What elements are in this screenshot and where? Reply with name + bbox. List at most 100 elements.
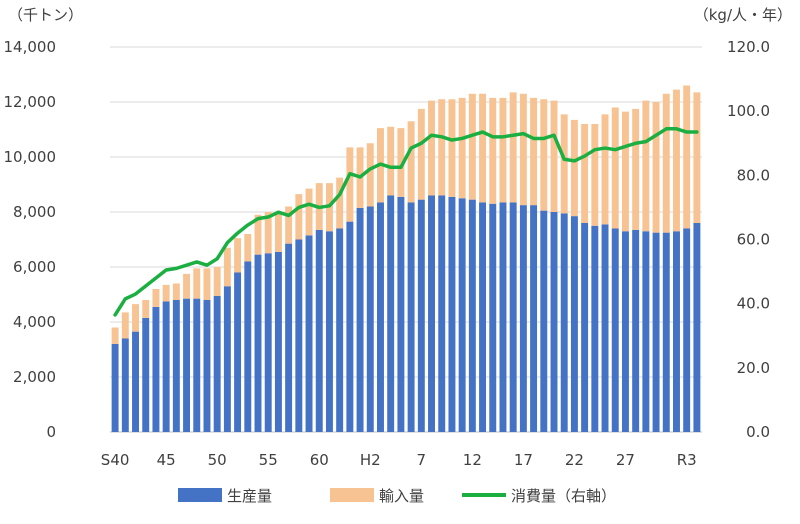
production-bar xyxy=(479,202,487,432)
x-tick-label: 7 xyxy=(417,451,427,469)
import-bar xyxy=(642,100,650,232)
production-bar xyxy=(132,331,139,432)
import-bar xyxy=(468,93,476,200)
x-tick-label: 17 xyxy=(514,451,533,469)
production-bar xyxy=(519,205,527,432)
production-bar xyxy=(662,232,670,432)
x-tick-label: 60 xyxy=(310,451,329,469)
y-right-tick-label: 20.0 xyxy=(737,359,770,377)
legend: 生産量 輸入量 消費量（右軸） xyxy=(178,487,616,505)
y-right-tick-label: 40.0 xyxy=(737,295,770,313)
production-bar xyxy=(458,198,466,432)
y-left-tick-label: 0 xyxy=(46,423,56,441)
x-tick-label: 55 xyxy=(259,451,278,469)
production-bar xyxy=(611,228,619,432)
production-bar xyxy=(683,228,691,432)
production-bar xyxy=(254,254,262,432)
production-bar xyxy=(152,306,160,432)
x-tick-label: 50 xyxy=(208,451,227,469)
bar-series xyxy=(111,85,701,432)
y-left-tick-label: 4,000 xyxy=(13,313,56,331)
production-bar xyxy=(377,202,384,432)
y-right-tick-label: 120.0 xyxy=(727,38,770,56)
production-bar xyxy=(172,300,180,432)
import-bar xyxy=(479,93,487,203)
y-left-tick-label: 14,000 xyxy=(4,38,57,56)
production-bar xyxy=(509,202,517,432)
import-bar xyxy=(591,124,599,226)
import-bar xyxy=(397,128,405,197)
production-bar xyxy=(203,300,211,432)
x-tick-label: H2 xyxy=(360,451,381,469)
production-bar xyxy=(499,202,507,432)
import-bar xyxy=(172,283,180,300)
y-left-tick-label: 8,000 xyxy=(13,203,56,221)
import-bar xyxy=(683,85,691,229)
production-bar xyxy=(162,301,170,432)
import-bar xyxy=(652,102,660,233)
production-bar xyxy=(264,253,272,432)
y-right-tick-label: 100.0 xyxy=(727,102,770,120)
import-bar xyxy=(601,114,609,225)
production-bar xyxy=(550,212,558,432)
import-bar xyxy=(693,92,701,223)
legend-swatch-production xyxy=(178,488,222,502)
production-bar xyxy=(693,223,701,432)
production-bar xyxy=(570,216,578,432)
import-bar xyxy=(489,97,497,204)
import-bar xyxy=(632,108,640,230)
import-bar xyxy=(428,100,435,196)
import-bar xyxy=(336,177,344,229)
import-bar xyxy=(458,97,466,199)
y-axis-right: 0.0 20.0 40.0 60.0 80.0 100.0 120.0 xyxy=(727,38,770,441)
production-bar xyxy=(193,298,201,432)
import-bar xyxy=(295,194,303,240)
production-bar xyxy=(560,213,568,432)
production-bar xyxy=(581,223,589,432)
import-bar xyxy=(234,238,242,273)
import-bar xyxy=(519,93,527,206)
import-bar xyxy=(183,273,191,299)
import-bar xyxy=(254,214,262,255)
import-bar xyxy=(203,268,211,300)
legend-label-production: 生産量 xyxy=(227,487,272,505)
production-bar xyxy=(142,317,150,432)
import-bar xyxy=(673,89,680,232)
import-bar xyxy=(540,99,548,211)
production-bar xyxy=(121,338,129,432)
import-bar xyxy=(244,234,252,262)
x-tick-label: 12 xyxy=(463,451,482,469)
import-bar xyxy=(611,107,619,229)
import-bar xyxy=(305,188,313,236)
production-bar xyxy=(223,286,231,432)
production-bar xyxy=(356,207,364,432)
production-bar xyxy=(366,206,374,432)
legend-label-consumption: 消費量（右軸） xyxy=(511,487,616,505)
import-bar xyxy=(662,93,670,233)
x-tick-label: S40 xyxy=(101,451,130,469)
x-tick-label: 22 xyxy=(565,451,584,469)
x-tick-label: 27 xyxy=(616,451,635,469)
production-bar xyxy=(438,195,446,432)
import-bar xyxy=(581,124,589,223)
production-bar xyxy=(274,251,282,432)
import-bar xyxy=(560,114,568,214)
production-bar xyxy=(673,231,680,432)
import-bar xyxy=(387,126,395,196)
import-bar xyxy=(448,99,456,197)
import-bar xyxy=(366,143,374,207)
import-bar xyxy=(407,121,415,203)
import-bar xyxy=(530,97,538,206)
import-bar xyxy=(142,300,150,318)
import-bar xyxy=(162,284,170,302)
y-left-tick-label: 6,000 xyxy=(13,258,56,276)
import-bar xyxy=(509,92,517,203)
production-bar xyxy=(234,272,242,432)
import-bar xyxy=(417,108,425,200)
y-axis-right-unit: （kg/人・年） xyxy=(694,6,792,24)
production-bar xyxy=(325,231,333,432)
production-bar xyxy=(530,205,538,432)
import-bar xyxy=(121,312,129,339)
import-bar xyxy=(438,99,446,196)
